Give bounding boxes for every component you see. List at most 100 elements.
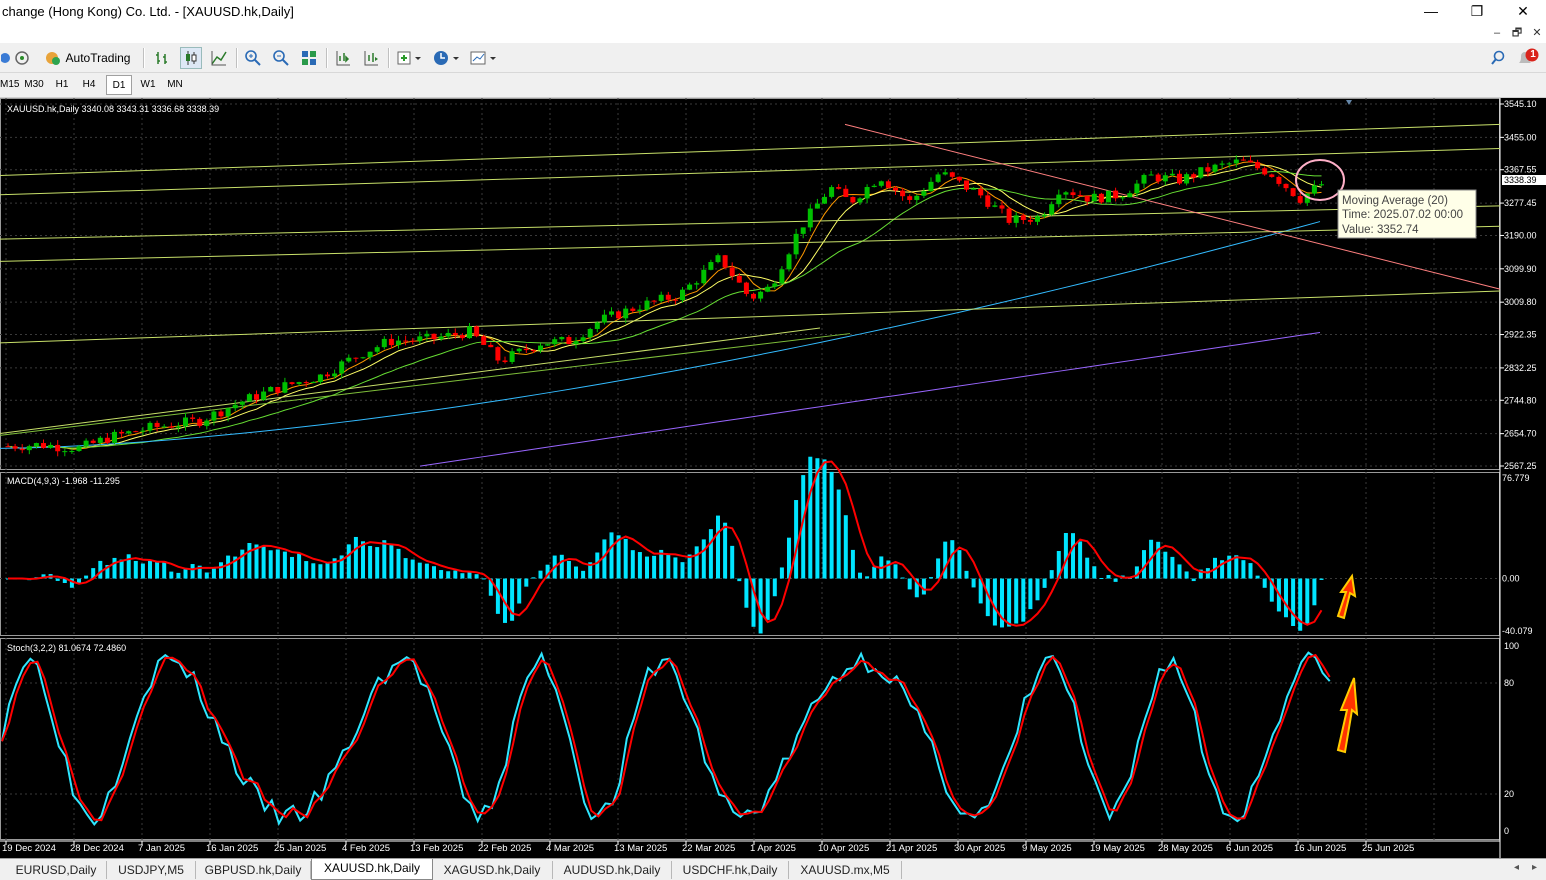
macd-bar bbox=[332, 558, 337, 579]
window-title: change (Hong Kong) Co. Ltd. - [XAUUSD.hk… bbox=[2, 4, 294, 19]
macd-bar bbox=[503, 578, 507, 623]
price-tick-label: 2744.80 bbox=[1504, 395, 1537, 405]
timeframe-d1[interactable]: D1 bbox=[106, 75, 132, 95]
candle-body bbox=[403, 340, 409, 342]
candle-body bbox=[1304, 193, 1310, 203]
candlestick-icon[interactable] bbox=[180, 47, 202, 69]
tab-usdchf[interactable]: USDCHF.hk,Daily bbox=[672, 861, 789, 879]
macd-bar bbox=[247, 542, 252, 579]
date-tick-label: 16 Jun 2025 bbox=[1294, 843, 1346, 854]
chart-shift-icon[interactable] bbox=[332, 47, 354, 69]
tabs-scroll-right-icon[interactable]: ▸ bbox=[1532, 862, 1538, 873]
tab-usdjpy[interactable]: USDJPY,M5 bbox=[107, 861, 196, 879]
candle-body bbox=[885, 181, 891, 188]
macd-bar bbox=[531, 577, 536, 579]
macd-bar bbox=[957, 550, 962, 579]
macd-bar bbox=[779, 567, 784, 579]
autotrading-button[interactable]: AutoTrading bbox=[38, 47, 136, 69]
macd-bar bbox=[240, 549, 245, 579]
candle-body bbox=[538, 345, 543, 351]
macd-bar bbox=[538, 570, 543, 579]
timeframe-m15[interactable]: M15 bbox=[0, 79, 20, 90]
macd-bar bbox=[133, 560, 138, 579]
candle-body bbox=[1056, 194, 1062, 205]
tooltip-time: Time: 2025.07.02 00:00 bbox=[1342, 209, 1463, 221]
navigator-icon[interactable] bbox=[0, 47, 14, 69]
line-chart-icon[interactable] bbox=[208, 47, 230, 69]
date-tick-label: 28 May 2025 bbox=[1158, 843, 1213, 854]
candle-body bbox=[367, 351, 373, 358]
templates-dropdown-icon[interactable] bbox=[467, 47, 499, 69]
macd-bar bbox=[836, 489, 841, 579]
search-icon[interactable] bbox=[1488, 47, 1508, 69]
candle-body bbox=[452, 332, 458, 336]
downtrend-line bbox=[844, 123, 1501, 290]
notifications-button[interactable]: 1 bbox=[1514, 47, 1542, 69]
candle-body bbox=[1177, 173, 1182, 184]
autotrading-label: AutoTrading bbox=[65, 51, 131, 65]
macd-bar bbox=[829, 471, 834, 579]
candle-body bbox=[225, 408, 231, 417]
candle-body bbox=[133, 431, 139, 433]
tab-xauusd-mx[interactable]: XAUUSD.mx,M5 bbox=[789, 861, 902, 879]
candle-body bbox=[1262, 168, 1268, 175]
timeframe-h1[interactable]: H1 bbox=[55, 79, 69, 90]
ma-20-line bbox=[7, 164, 1322, 449]
macd-bar bbox=[794, 500, 799, 579]
candle-body bbox=[1049, 204, 1055, 215]
timeframe-mn[interactable]: MN bbox=[167, 79, 183, 90]
macd-bar bbox=[1284, 578, 1288, 618]
price-chart[interactable]: 3545.10 3455.00 3367.55 3277.45 3190.00 3099.… bbox=[0, 98, 1546, 858]
bar-chart-icon[interactable] bbox=[152, 47, 174, 69]
candle-body bbox=[62, 451, 68, 453]
macd-bar bbox=[737, 578, 742, 582]
candle-body bbox=[729, 267, 735, 276]
macd-bar bbox=[1014, 578, 1019, 624]
title-bar: change (Hong Kong) Co. Ltd. - [XAUUSD.hk… bbox=[0, 0, 1546, 25]
current-price-label: 3338.39 bbox=[1504, 175, 1537, 185]
candle-body bbox=[275, 387, 281, 393]
minimize-button[interactable]: — bbox=[1424, 3, 1438, 19]
mdi-minimize-button[interactable]: – bbox=[1493, 27, 1501, 39]
tab-xagusd[interactable]: XAGUSD.hk,Daily bbox=[432, 861, 553, 879]
date-tick-label: 22 Feb 2025 bbox=[478, 843, 531, 854]
date-tick-label: 25 Jan 2025 bbox=[274, 843, 326, 854]
tab-xauusd[interactable]: XAUUSD.hk,Daily bbox=[311, 859, 433, 880]
timeframe-m30[interactable]: M30 bbox=[24, 79, 44, 90]
tab-eurusd[interactable]: EURUSD,Daily bbox=[6, 861, 107, 879]
candle-body bbox=[530, 350, 536, 352]
date-tick-label: 25 Jun 2025 bbox=[1362, 843, 1414, 854]
tab-gbpusd[interactable]: GBPUSD.hk,Daily bbox=[196, 861, 311, 879]
candle-body bbox=[1198, 167, 1204, 178]
zoom-in-icon[interactable] bbox=[242, 47, 264, 69]
timeframe-w1[interactable]: W1 bbox=[140, 79, 156, 90]
maximize-button[interactable]: ❐ bbox=[1470, 3, 1484, 19]
chart-window[interactable]: 3545.10 3455.00 3367.55 3277.45 3190.00 3099.… bbox=[0, 98, 1546, 858]
candle-body bbox=[438, 336, 444, 340]
macd-bar bbox=[183, 569, 188, 579]
periods-dropdown-icon[interactable] bbox=[430, 47, 462, 69]
macd-bar bbox=[1262, 578, 1267, 588]
macd-bar bbox=[1007, 578, 1012, 627]
macd-bar bbox=[176, 572, 181, 579]
toolbar: AutoTrading 1 bbox=[0, 43, 1546, 73]
candle-body bbox=[992, 205, 998, 207]
indicators-dropdown-icon[interactable] bbox=[394, 47, 424, 69]
close-button[interactable]: ✕ bbox=[1517, 3, 1529, 19]
mdi-restore-button[interactable]: 🗗 bbox=[1511, 27, 1523, 39]
autoscroll-icon[interactable] bbox=[360, 47, 382, 69]
macd-bar bbox=[872, 566, 877, 579]
timeframe-h4[interactable]: H4 bbox=[82, 79, 96, 90]
candle-body bbox=[346, 357, 352, 362]
tile-windows-icon[interactable] bbox=[298, 47, 320, 69]
tab-audusd[interactable]: AUDUSD.hk,Daily bbox=[553, 861, 672, 879]
tabs-scroll-left-icon[interactable]: ◂ bbox=[1514, 862, 1520, 873]
candle-body bbox=[339, 361, 345, 374]
macd-bar bbox=[353, 536, 358, 579]
mdi-close-button[interactable]: ✕ bbox=[1532, 27, 1542, 39]
candle-body bbox=[1148, 174, 1154, 176]
macd-bar bbox=[375, 547, 380, 579]
candle-body bbox=[481, 336, 487, 345]
signals-icon[interactable] bbox=[12, 47, 32, 69]
zoom-out-icon[interactable] bbox=[270, 47, 292, 69]
